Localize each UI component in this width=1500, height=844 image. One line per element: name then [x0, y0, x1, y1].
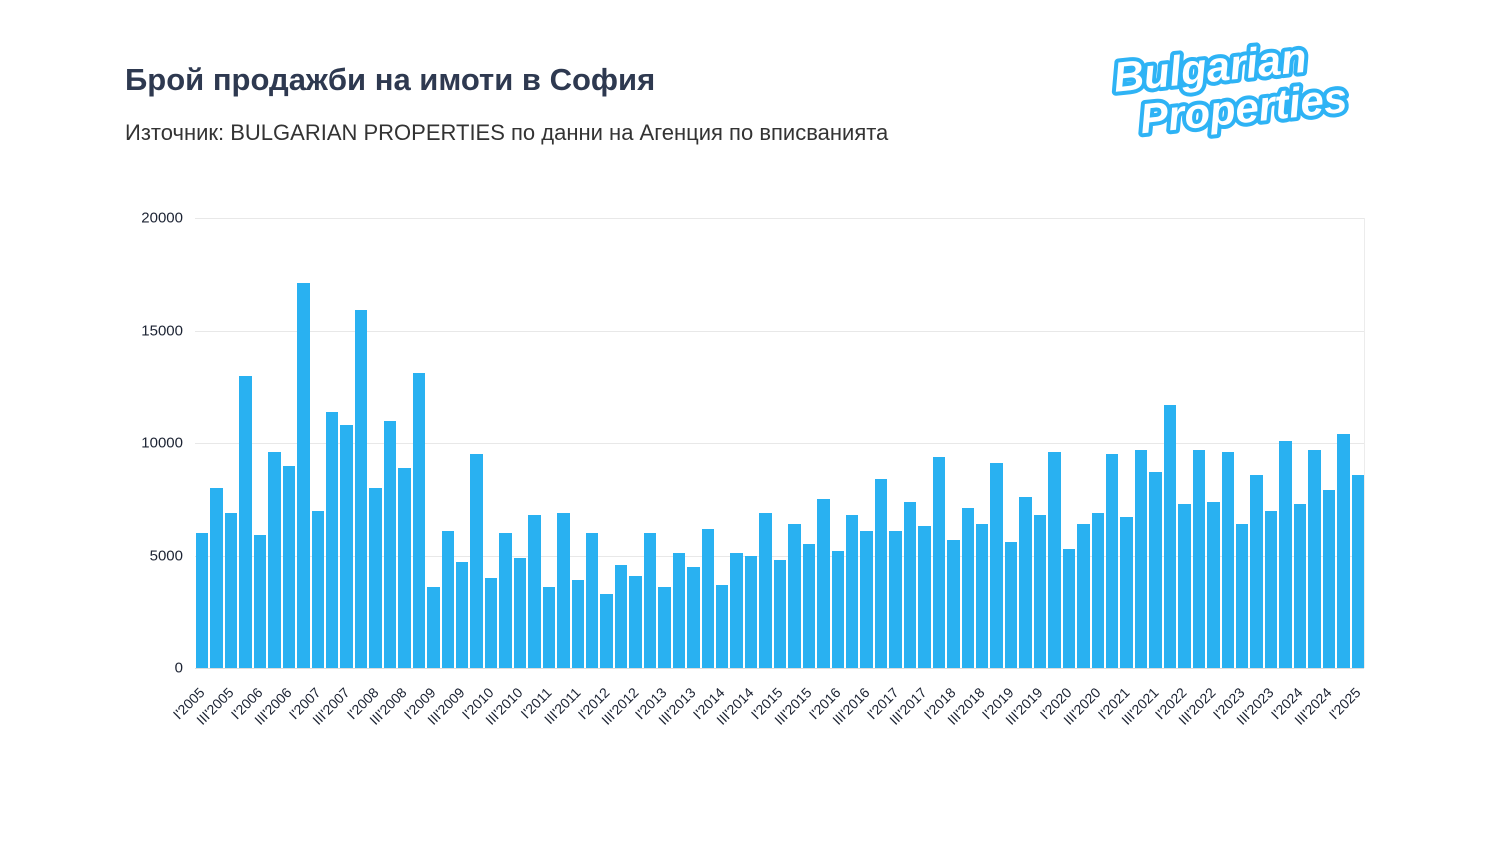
- bar-II'2010: [499, 533, 512, 668]
- gridline-0: [195, 668, 1364, 669]
- bar-II'2007: [326, 411, 339, 668]
- bar-I'2017: [889, 530, 902, 668]
- bar-IV'2024: [1337, 434, 1350, 668]
- bar-III'2007: [340, 425, 353, 668]
- bar-IV'2012: [643, 533, 657, 668]
- bar-II'2012: [614, 564, 628, 668]
- bar-I'2015: [773, 560, 787, 668]
- bar-III'2023: [1264, 510, 1278, 668]
- bar-III'2019: [1033, 515, 1047, 668]
- bar-II'2018: [961, 508, 974, 668]
- bar-IV'2007: [354, 310, 368, 668]
- bar-I'2018: [947, 539, 960, 668]
- bar-II'2009: [441, 530, 454, 668]
- bar-IV'2022: [1221, 452, 1234, 668]
- bar-IV'2023: [1279, 440, 1292, 668]
- bar-I'2025: [1351, 474, 1364, 668]
- bar-I'2019: [1004, 542, 1018, 668]
- bar-II'2015: [788, 524, 801, 668]
- bar-II'2022: [1192, 449, 1206, 668]
- bar-II'2013: [672, 553, 686, 668]
- bar-III'2005: [224, 512, 238, 668]
- bar-I'2009: [427, 587, 440, 668]
- bar-II'2011: [557, 512, 570, 668]
- y-tick-label: 10000: [141, 434, 183, 452]
- bar-III'2006: [282, 465, 296, 668]
- bar-II'2023: [1250, 474, 1263, 668]
- bar-III'2024: [1322, 490, 1336, 668]
- bar-II'2021: [1134, 449, 1148, 668]
- bar-III'2020: [1091, 512, 1104, 668]
- page-subtitle: Източник: BULGARIAN PROPERTIES по данни …: [125, 120, 889, 145]
- bar-III'2011: [571, 580, 584, 668]
- bar-I'2012: [600, 593, 613, 668]
- bar-I'2005: [196, 533, 209, 668]
- bar-II'2014: [730, 553, 743, 668]
- bar-III'2008: [398, 467, 411, 668]
- bar-II'2005: [210, 488, 223, 668]
- x-axis-labels: I'2005 III'2005 I'2006 III'2006 I'2007 III'20…: [170, 670, 1364, 770]
- bulgarian-properties-logo: Bulgarian Properties: [1107, 18, 1428, 167]
- bar-I'2022: [1178, 503, 1191, 668]
- bar-I'2014: [716, 584, 729, 668]
- gridline-10000: [195, 443, 1364, 444]
- bar-II'2024: [1308, 449, 1321, 668]
- y-tick-label: 15000: [141, 322, 183, 339]
- plot-area: I'2005 III'2005 I'2006 III'2006 I'2007 III'20…: [141, 210, 1365, 728]
- bar-III'2015: [802, 544, 816, 668]
- bar-III'2010: [513, 557, 527, 668]
- gridline-5000: [195, 555, 1364, 557]
- sales-bar-chart: I'2005 III'2005 I'2006 III'2006 I'2007 III'20…: [120, 196, 1380, 756]
- gridline-20000: [195, 218, 1364, 219]
- bar-III'2013: [687, 566, 700, 668]
- bar-IV'2019: [1048, 452, 1061, 668]
- bar-I'2013: [658, 587, 671, 668]
- bar-III'2009: [456, 562, 469, 668]
- bar-I'2023: [1236, 524, 1249, 668]
- bar-IV'2017: [932, 456, 946, 668]
- bar-III'2021: [1149, 472, 1162, 668]
- bar-III'2014: [744, 555, 758, 668]
- bar-I'2021: [1120, 517, 1133, 668]
- bar-I'2010: [484, 578, 498, 668]
- bar-II'2017: [903, 501, 917, 668]
- bar-I'2011: [542, 587, 556, 668]
- bar-II'2019: [1019, 497, 1032, 668]
- bar-I'2008: [369, 488, 382, 668]
- bar-IV'2020: [1106, 454, 1119, 668]
- bar-I'2006: [253, 535, 267, 668]
- bar-IV'2008: [412, 373, 426, 668]
- gridline-15000: [195, 330, 1364, 332]
- bar-IV'2011: [586, 533, 599, 668]
- bar-I'2020: [1062, 548, 1076, 668]
- bar-IV'2006: [297, 283, 310, 668]
- bar-III'2017: [918, 526, 931, 668]
- y-tick-label: 5000: [149, 547, 183, 564]
- bar-IV'2018: [990, 463, 1003, 668]
- bar-IV'2021: [1163, 404, 1177, 668]
- bar-IV'2016: [874, 479, 888, 668]
- y-tick-label: 20000: [141, 209, 183, 227]
- bar-IV'2010: [528, 515, 541, 668]
- bar-III'2016: [860, 530, 873, 668]
- bar-I'2024: [1293, 503, 1307, 668]
- bar-IV'2005: [239, 375, 252, 668]
- bar-I'2016: [831, 551, 844, 668]
- bar-III'2022: [1207, 501, 1220, 668]
- bar-IV'2009: [470, 454, 483, 668]
- bar-II'2020: [1077, 524, 1090, 668]
- bar-II'2006: [268, 452, 281, 668]
- logo-graphic: Bulgarian Properties: [1107, 30, 1353, 146]
- page-title: Брой продажби на имоти в София: [125, 62, 656, 97]
- bar-IV'2014: [759, 512, 772, 668]
- bar-IV'2015: [817, 499, 830, 668]
- y-tick-label: 0: [174, 659, 183, 677]
- bar-II'2016: [846, 515, 859, 668]
- bar-IV'2013: [701, 528, 714, 668]
- bar-III'2018: [976, 524, 989, 668]
- bar-II'2008: [383, 420, 397, 668]
- bar-I'2007: [311, 510, 324, 668]
- bar-III'2012: [629, 575, 642, 668]
